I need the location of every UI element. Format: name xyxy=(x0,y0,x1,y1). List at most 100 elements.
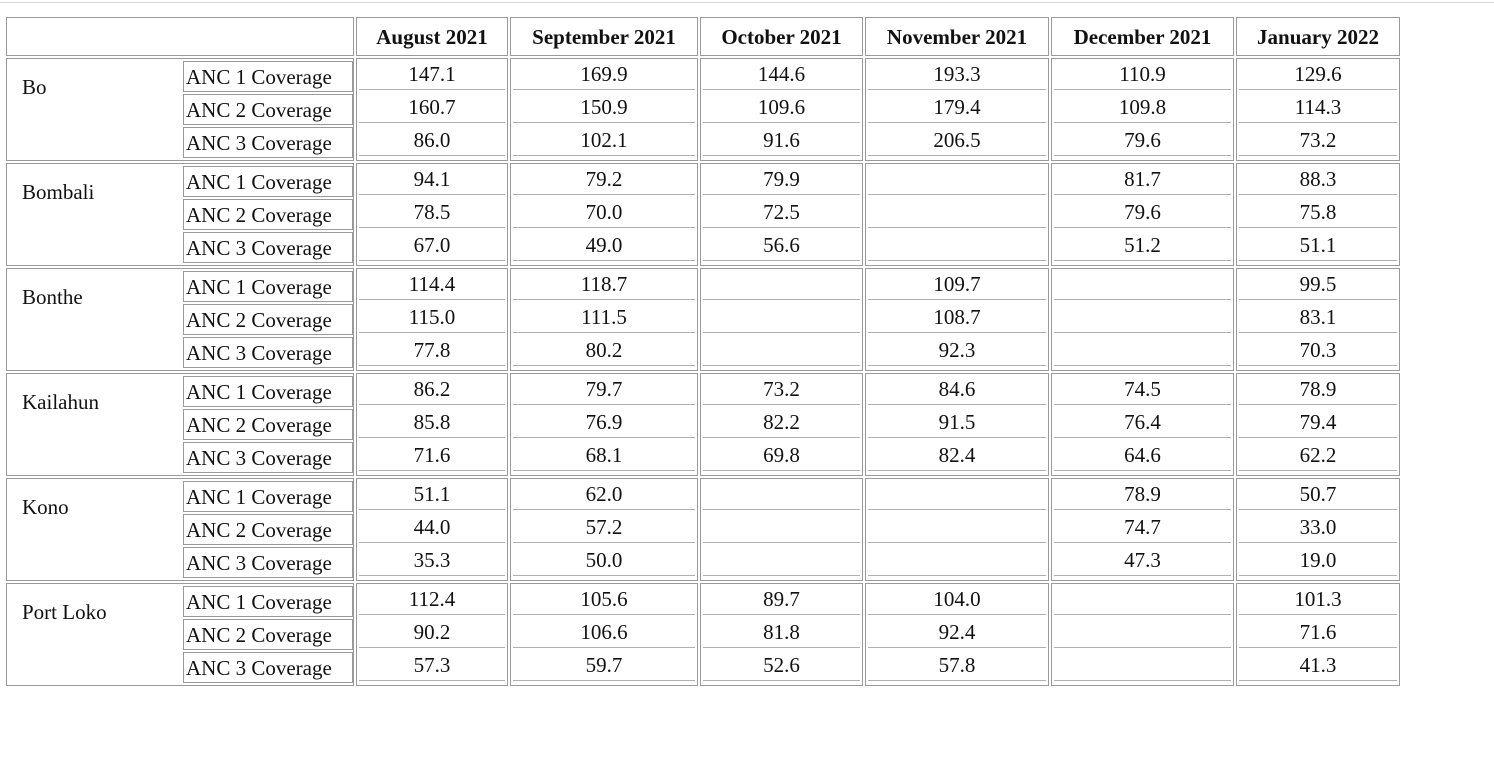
district-row: Kono ANC 1 Coverage ANC 2 Coverage ANC 3 Co… xyxy=(6,478,1400,581)
value-cell: 74.7 xyxy=(1054,512,1231,543)
indicator-label: ANC 2 Coverage xyxy=(183,619,353,650)
value-column: 86.2 85.8 71.6 xyxy=(356,373,508,476)
value-cell: 115.0 xyxy=(359,302,505,333)
value-column xyxy=(1051,268,1234,371)
value-cell: 79.6 xyxy=(1054,197,1231,228)
month-cell: 144.6 109.6 91.6 xyxy=(700,58,863,161)
value-cell: 51.2 xyxy=(1054,230,1231,261)
month-cell: 89.7 81.8 52.6 xyxy=(700,583,863,686)
header-month: August 2021 xyxy=(356,17,508,56)
value-cell: 169.9 xyxy=(513,59,695,90)
month-cell: 94.1 78.5 67.0 xyxy=(356,163,508,266)
value-cell: 91.5 xyxy=(868,407,1046,438)
month-cell: 118.7 111.5 80.2 xyxy=(510,268,698,371)
value-column: 144.6 109.6 91.6 xyxy=(700,58,863,161)
value-cell: 49.0 xyxy=(513,230,695,261)
value-cell: 92.3 xyxy=(868,335,1046,366)
district-name: Bonthe xyxy=(22,285,83,309)
value-column: 79.9 72.5 56.6 xyxy=(700,163,863,266)
value-column: 118.7 111.5 80.2 xyxy=(510,268,698,371)
value-column: 129.6 114.3 73.2 xyxy=(1236,58,1400,161)
value-column: 78.9 79.4 62.2 xyxy=(1236,373,1400,476)
value-cell xyxy=(868,164,1046,195)
value-cell: 77.8 xyxy=(359,335,505,366)
value-cell xyxy=(868,197,1046,228)
district-row: Port Loko ANC 1 Coverage ANC 2 Coverage ANC… xyxy=(6,583,1400,686)
month-cell: 73.2 82.2 69.8 xyxy=(700,373,863,476)
month-cell: 79.9 72.5 56.6 xyxy=(700,163,863,266)
month-cell xyxy=(700,268,863,371)
district-block: Bo ANC 1 Coverage ANC 2 Coverage ANC 3 Cove… xyxy=(6,58,354,161)
value-column: 79.7 76.9 68.1 xyxy=(510,373,698,476)
value-column: 193.3 179.4 206.5 xyxy=(865,58,1049,161)
value-column: 104.0 92.4 57.8 xyxy=(865,583,1049,686)
header-row: August 2021 September 2021 October 2021 … xyxy=(6,17,1400,56)
value-cell: 150.9 xyxy=(513,92,695,123)
value-cell: 50.7 xyxy=(1239,479,1397,510)
value-cell xyxy=(703,302,860,333)
value-cell: 160.7 xyxy=(359,92,505,123)
value-cell xyxy=(703,545,860,576)
district-name: Bombali xyxy=(22,180,95,204)
value-cell: 81.8 xyxy=(703,617,860,648)
month-cell: 193.3 179.4 206.5 xyxy=(865,58,1049,161)
value-column: 101.3 71.6 41.3 xyxy=(1236,583,1400,686)
pivot-table: August 2021 September 2021 October 2021 … xyxy=(4,15,1402,688)
indicator-label: ANC 3 Coverage xyxy=(183,232,353,263)
value-column: 147.1 160.7 86.0 xyxy=(356,58,508,161)
value-cell: 80.2 xyxy=(513,335,695,366)
value-cell: 76.9 xyxy=(513,407,695,438)
top-divider xyxy=(0,2,1494,3)
value-cell: 114.4 xyxy=(359,269,505,300)
month-cell: 88.3 75.8 51.1 xyxy=(1236,163,1400,266)
value-cell xyxy=(703,269,860,300)
value-cell: 51.1 xyxy=(1239,230,1397,261)
district-row: Bonthe ANC 1 Coverage ANC 2 Coverage ANC 3 … xyxy=(6,268,1400,371)
indicator-label: ANC 1 Coverage xyxy=(183,481,353,512)
value-cell: 102.1 xyxy=(513,125,695,156)
indicator-label: ANC 2 Coverage xyxy=(183,514,353,545)
value-cell: 88.3 xyxy=(1239,164,1397,195)
indicator-list: ANC 1 Coverage ANC 2 Coverage ANC 3 Covera… xyxy=(183,584,353,685)
district-block: Bombali ANC 1 Coverage ANC 2 Coverage ANC 3… xyxy=(6,163,354,266)
value-cell: 57.3 xyxy=(359,650,505,681)
value-cell xyxy=(868,230,1046,261)
indicator-label: ANC 2 Coverage xyxy=(183,409,353,440)
value-cell: 70.0 xyxy=(513,197,695,228)
value-cell: 67.0 xyxy=(359,230,505,261)
value-cell: 94.1 xyxy=(359,164,505,195)
value-cell xyxy=(703,335,860,366)
indicator-label: ANC 1 Coverage xyxy=(183,166,353,197)
value-cell: 59.7 xyxy=(513,650,695,681)
value-column xyxy=(1051,583,1234,686)
indicator-label: ANC 1 Coverage xyxy=(183,61,353,92)
value-column: 74.5 76.4 64.6 xyxy=(1051,373,1234,476)
value-column: 169.9 150.9 102.1 xyxy=(510,58,698,161)
value-cell: 73.2 xyxy=(1239,125,1397,156)
value-cell: 79.9 xyxy=(703,164,860,195)
district-cell: Kailahun ANC 1 Coverage ANC 2 Coverage ANC … xyxy=(6,373,354,476)
value-cell: 57.8 xyxy=(868,650,1046,681)
value-column: 78.9 74.7 47.3 xyxy=(1051,478,1234,581)
month-cell: 105.6 106.6 59.7 xyxy=(510,583,698,686)
value-cell: 79.4 xyxy=(1239,407,1397,438)
value-cell: 62.2 xyxy=(1239,440,1397,471)
district-name: Port Loko xyxy=(22,600,107,624)
month-cell: 74.5 76.4 64.6 xyxy=(1051,373,1234,476)
value-cell: 144.6 xyxy=(703,59,860,90)
value-cell: 56.6 xyxy=(703,230,860,261)
value-cell: 83.1 xyxy=(1239,302,1397,333)
value-cell: 47.3 xyxy=(1054,545,1231,576)
month-cell xyxy=(1051,583,1234,686)
month-cell: 78.9 79.4 62.2 xyxy=(1236,373,1400,476)
indicator-label: ANC 1 Coverage xyxy=(183,271,353,302)
value-cell: 75.8 xyxy=(1239,197,1397,228)
value-column: 112.4 90.2 57.3 xyxy=(356,583,508,686)
month-cell xyxy=(865,478,1049,581)
indicator-label: ANC 3 Coverage xyxy=(183,547,353,578)
value-cell: 206.5 xyxy=(868,125,1046,156)
value-cell: 89.7 xyxy=(703,584,860,615)
value-cell: 78.5 xyxy=(359,197,505,228)
value-cell: 50.0 xyxy=(513,545,695,576)
value-cell: 108.7 xyxy=(868,302,1046,333)
